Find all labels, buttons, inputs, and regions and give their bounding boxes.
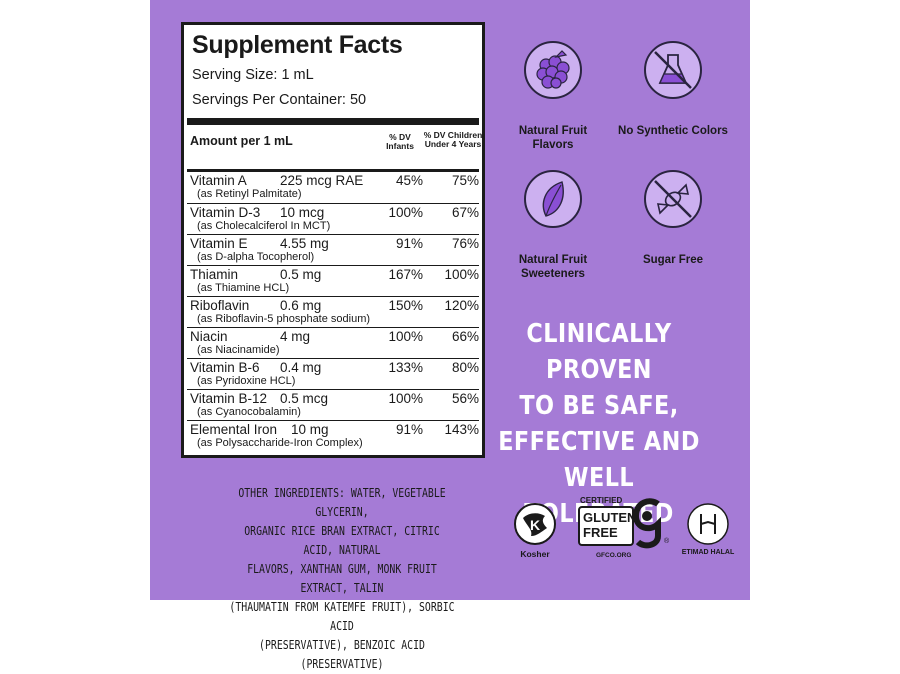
badge-label: Natural Fruit Flavors — [518, 125, 588, 151]
nutrient-amount: 0.5 mcg — [280, 391, 329, 406]
no-flask-icon — [644, 41, 702, 99]
registered-mark: ® — [664, 538, 670, 545]
nutrient-row: Vitamin B-12 0.5 mcg (as Cyanocobalamin)… — [187, 389, 479, 421]
nutrient-name: Elemental Iron — [190, 422, 278, 437]
kosher-label: Kosher — [520, 549, 550, 559]
nutrient-amount: 10 mcg — [280, 205, 325, 220]
ingredients-line: (PRESERVATIVE), BENZOIC ACID (PRESERVATI… — [259, 638, 425, 671]
product-panel: Supplement Facts Serving Size: 1 mL Serv… — [150, 0, 750, 671]
nutrient-row: Riboflavin 0.6 mg (as Riboflavin-5 phosp… — [187, 296, 479, 328]
halal-label: ETIMAD HALAL — [681, 549, 735, 556]
dv-infants: 100% — [388, 391, 423, 406]
nutrient-source: (as D-alpha Tocopherol) — [197, 251, 315, 263]
g-mark-icon — [632, 498, 661, 549]
facts-title: Supplement Facts — [192, 31, 403, 59]
dv-infants: 150% — [388, 298, 423, 313]
gluten-box: GLUTEN FREE — [578, 506, 637, 546]
no-candy-icon — [644, 170, 702, 228]
servings-per-container: Servings Per Container: 50 — [192, 92, 367, 108]
serving-size: Serving Size: 1 mL — [192, 67, 314, 83]
nutrient-amount: 0.5 mg — [280, 267, 322, 282]
badge-label: No Synthetic Colors — [618, 125, 728, 137]
ingredients-line: ORGANIC RICE BRAN EXTRACT, CITRIC ACID, … — [244, 524, 440, 557]
nutrient-row: Elemental Iron 10 mg (as Polysaccharide-… — [187, 420, 479, 452]
claim-line: EFFECTIVE AND — [498, 427, 700, 457]
nutrient-source: (as Niacinamide) — [197, 344, 280, 356]
nutrient-row: Vitamin A 225 mcg RAE (as Retinyl Palmit… — [187, 172, 479, 203]
nutrient-name: Riboflavin — [190, 298, 250, 313]
leaf-icon — [524, 170, 582, 228]
gluten-word: GLUTEN — [583, 510, 637, 525]
claim-line: TO BE SAFE, — [519, 391, 679, 421]
nutrient-amount: 0.6 mg — [280, 298, 322, 313]
nutrient-name: Vitamin B-12 — [190, 391, 268, 406]
ingredients-line: (THAUMATIN FROM KATEMFE FRUIT), SORBIC A… — [229, 600, 455, 633]
dv-children: 143% — [444, 422, 479, 437]
nutrient-amount: 10 mg — [291, 422, 329, 437]
nutrient-amount: 4 mg — [280, 329, 311, 344]
dv-infants: 133% — [388, 360, 423, 375]
nutrient-row: Vitamin B-6 0.4 mg (as Pyridoxine HCL) 1… — [187, 358, 479, 390]
ingredients-line: OTHER INGREDIENTS: WATER, VEGETABLE GLYC… — [238, 486, 446, 519]
nutrient-source: (as Thiamine HCL) — [197, 282, 290, 294]
dv-infants: 100% — [388, 329, 423, 344]
gfco-text: GFCO.ORG — [596, 552, 632, 559]
dv-infants: 91% — [395, 236, 423, 251]
dv-children: 76% — [451, 236, 479, 251]
nutrient-amount: 4.55 mg — [280, 236, 329, 251]
nutrient-name: Thiamin — [190, 267, 239, 282]
dv-children: 100% — [444, 267, 479, 282]
nutrient-row: Vitamin E 4.55 mg (as D-alpha Tocopherol… — [187, 234, 479, 266]
svg-text:K: K — [530, 517, 540, 533]
nutrient-row: Vitamin D-3 10 mcg (as Cholecalciferol I… — [187, 203, 479, 235]
thick-divider — [187, 118, 479, 125]
dv-children: 120% — [444, 298, 479, 313]
dv-children: 80% — [451, 360, 479, 375]
dv-infants-header: % DV Infants — [386, 132, 414, 151]
nutrient-source: (as Riboflavin-5 phosphate sodium) — [197, 313, 371, 325]
berry-icon — [524, 41, 582, 99]
header-divider — [187, 169, 479, 172]
dv-children: 67% — [451, 205, 479, 220]
badge-label: Natural Fruit Sweeteners — [518, 254, 588, 280]
dv-infants: 45% — [395, 173, 423, 188]
claim-line: CLINICALLY PROVEN — [526, 319, 672, 385]
nutrient-source: (as Cholecalciferol In MCT) — [197, 220, 331, 232]
nutrient-name: Niacin — [190, 329, 228, 344]
halal-logo — [686, 502, 730, 546]
other-ingredients: OTHER INGREDIENTS: WATER, VEGETABLE GLYC… — [227, 484, 457, 674]
gluten-certified-text: CERTIFIED — [580, 496, 623, 505]
dv-infants: 91% — [395, 422, 423, 437]
dv-infants: 167% — [388, 267, 423, 282]
nutrient-name: Vitamin A — [190, 173, 247, 188]
nutrient-source: (as Cyanocobalamin) — [197, 406, 301, 418]
nutrient-name: Vitamin B-6 — [190, 360, 260, 375]
nutrient-name: Vitamin D-3 — [190, 205, 261, 220]
dv-children-header: % DV Children Under 4 Years — [423, 130, 483, 149]
nutrient-source: (as Polysaccharide-Iron Complex) — [197, 437, 363, 449]
nutrient-name: Vitamin E — [190, 236, 248, 251]
dv-children: 66% — [451, 329, 479, 344]
badge-label: Sugar Free — [642, 254, 704, 266]
nutrient-amount: 0.4 mg — [280, 360, 322, 375]
free-word: FREE — [583, 525, 618, 540]
nutrient-source: (as Pyridoxine HCL) — [197, 375, 296, 387]
nutrient-amount: 225 mcg RAE — [280, 173, 364, 188]
nutrient-row: Niacin 4 mg (as Niacinamide) 100% 66% — [187, 327, 479, 359]
nutrient-source: (as Retinyl Palmitate) — [197, 188, 302, 200]
gluten-free-logo: CERTIFIED GLUTEN FREE ® GFCO.ORG — [576, 496, 672, 570]
dv-infants: 100% — [388, 205, 423, 220]
dv-children: 75% — [451, 173, 479, 188]
clinical-claim: CLINICALLY PROVEN TO BE SAFE, EFFECTIVE … — [486, 316, 711, 532]
nutrient-row: Thiamin 0.5 mg (as Thiamine HCL) 167% 10… — [187, 265, 479, 297]
amount-header: Amount per 1 mL — [190, 134, 293, 148]
ingredients-line: FLAVORS, XANTHAN GUM, MONK FRUIT EXTRACT… — [247, 562, 437, 595]
dv-children: 56% — [451, 391, 479, 406]
supplement-facts-table: Supplement Facts Serving Size: 1 mL Serv… — [181, 22, 485, 458]
kosher-logo: K — [513, 502, 557, 546]
